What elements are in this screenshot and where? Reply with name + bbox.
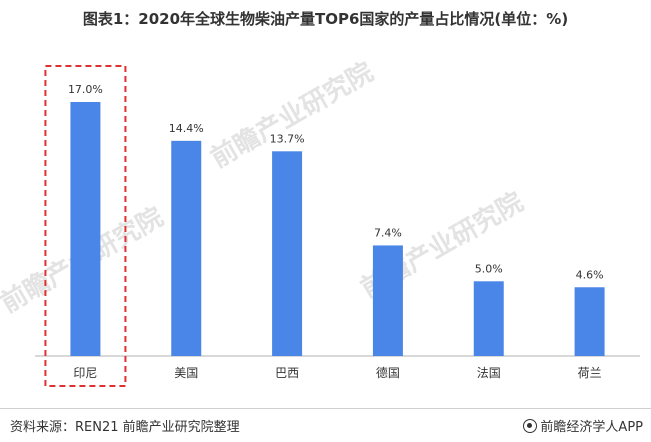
chart-title: 图表1：2020年全球生物柴油产量TOP6国家的产量占比情况(单位：%) [82, 10, 569, 28]
data-label: 5.0% [475, 262, 503, 275]
x-tick-label: 巴西 [275, 366, 299, 380]
data-label: 4.6% [576, 268, 604, 281]
brand-logo-icon [523, 419, 538, 433]
brand-text: 前瞻经济学人APP [540, 420, 643, 435]
footer: 资料来源：REN21 前瞻产业研究院整理 前瞻经济学人APP [0, 408, 651, 442]
bar [372, 245, 403, 356]
x-tick-label: 荷兰 [578, 366, 602, 380]
bar [473, 281, 504, 356]
bar [272, 151, 303, 356]
x-tick-label: 法国 [477, 366, 501, 380]
brand-label: 前瞻经济学人APP [523, 416, 643, 435]
data-label: 7.4% [374, 226, 402, 239]
bar [70, 102, 101, 356]
x-tick-label: 德国 [376, 365, 400, 380]
data-label: 17.0% [68, 83, 103, 96]
data-label: 13.7% [270, 132, 305, 145]
data-label: 14.4% [169, 122, 204, 135]
source-note: 资料来源：REN21 前瞻产业研究院整理 [10, 420, 240, 435]
highlight-box [44, 65, 127, 387]
x-tick-label: 印尼 [73, 366, 97, 380]
bar [574, 287, 605, 356]
bar [171, 140, 202, 356]
x-tick-label: 美国 [174, 366, 198, 380]
